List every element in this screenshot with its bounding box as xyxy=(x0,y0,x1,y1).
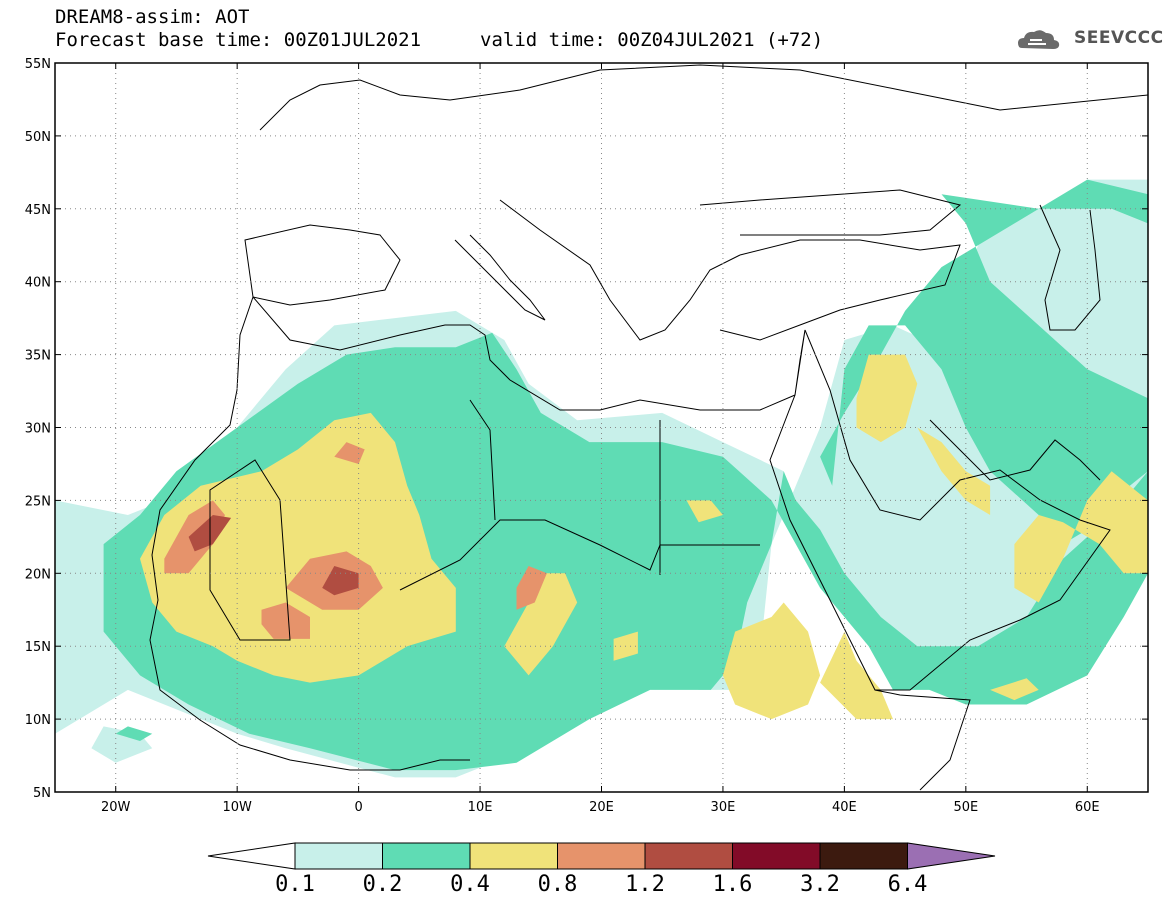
lat-tick-label: 40N xyxy=(25,276,51,291)
aot-colorbar: 0.1 0.2 0.4 0.8 1.2 1.6 3.2 6.4 xyxy=(207,842,996,897)
aot-field xyxy=(55,179,1148,778)
logo-text: SEEVCCC xyxy=(1074,28,1164,48)
lat-tick-label: 25N xyxy=(25,494,51,509)
lat-tick-label: 10N xyxy=(25,713,51,728)
lon-tick-label: 20E xyxy=(589,800,614,815)
colorbar-swatch xyxy=(819,842,908,870)
seevccc-logo xyxy=(1018,30,1060,49)
coastline-iberia xyxy=(244,224,401,306)
aot-region-level-3 xyxy=(917,427,991,515)
forecast-base-time: Forecast base time: 00Z01JUL2021 xyxy=(55,29,422,51)
aot-region-level-3 xyxy=(686,500,723,523)
graticule xyxy=(55,63,1148,792)
aot-region-level-3 xyxy=(722,602,821,720)
border-egypt-libya xyxy=(469,399,661,575)
colorbar-label: 0.1 xyxy=(275,872,315,897)
lat-tick-label: 20N xyxy=(25,567,51,582)
valid-time: valid time: 00Z04JUL2021 (+72) xyxy=(480,29,824,51)
coastline-west-africa xyxy=(149,296,470,771)
lat-tick-label: 15N xyxy=(25,640,51,655)
lon-tick-label: 30E xyxy=(711,800,736,815)
colorbar-swatch xyxy=(644,842,733,870)
aot-region-level-3 xyxy=(1014,471,1148,603)
colorbar-over-arrow xyxy=(907,842,996,870)
aot-region-level-2 xyxy=(820,179,1148,545)
colorbar-label: 0.8 xyxy=(538,872,578,897)
coastline-north-africa xyxy=(252,296,796,411)
colorbar-label: 0.2 xyxy=(363,872,403,897)
aot-region-level-3 xyxy=(856,354,918,443)
aot-region-level-4 xyxy=(261,602,310,639)
lon-tick-label: 40E xyxy=(832,800,857,815)
lon-tick-label: 50E xyxy=(953,800,978,815)
coastline-balkans-greece xyxy=(499,199,741,341)
lon-tick-label: 20W xyxy=(101,800,131,815)
aot-region-level-2 xyxy=(115,726,153,741)
lat-tick-label: 5N xyxy=(33,786,51,801)
lat-tick-label: 55N xyxy=(25,57,51,72)
colorbar-label: 0.4 xyxy=(450,872,490,897)
aot-region-level-3 xyxy=(820,631,893,720)
lon-tick-label: 60E xyxy=(1075,800,1100,815)
border-sahel xyxy=(399,519,760,591)
coastline-caspian xyxy=(1039,204,1101,331)
coastlines-borders xyxy=(149,64,1148,791)
lon-tick-label: 10W xyxy=(222,800,252,815)
colorbar-label: 6.4 xyxy=(888,872,928,897)
colorbar-label: 3.2 xyxy=(800,872,840,897)
lon-tick-label: 0 xyxy=(354,800,362,815)
colorbar-swatch xyxy=(382,842,471,870)
lat-tick-label: 35N xyxy=(25,349,51,364)
colorbar-swatch xyxy=(732,842,821,870)
longitude-axis: 20W 10W 0 10E 20E 30E 40E 50E 60E xyxy=(101,63,1100,815)
lat-tick-label: 45N xyxy=(25,203,51,218)
colorbar-label: 1.2 xyxy=(625,872,665,897)
colorbar-swatch xyxy=(294,842,383,870)
aot-region-level-4 xyxy=(334,442,365,464)
coastline-europe-north xyxy=(259,64,1148,131)
aot-region-level-4 xyxy=(516,566,547,610)
lat-tick-label: 50N xyxy=(25,130,51,145)
aot-region-level-3 xyxy=(504,573,578,676)
lat-tick-label: 30N xyxy=(25,422,51,437)
lon-tick-label: 10E xyxy=(468,800,493,815)
colorbar-under-arrow xyxy=(207,842,296,870)
cloud-icon xyxy=(1018,30,1060,49)
coastline-black-sea xyxy=(699,189,962,236)
coastline-persian-gulf xyxy=(929,419,1101,481)
aot-region-level-3 xyxy=(990,678,1039,701)
coastline-italy xyxy=(454,234,546,321)
coastline-anatolia xyxy=(719,239,961,341)
colorbar-swatch xyxy=(557,842,646,870)
colorbar-swatch xyxy=(469,842,558,870)
latitude-axis: 55N 50N 45N 40N 35N 30N 25N 20N 15N 10N 5N xyxy=(25,57,1148,801)
aot-region-level-5 xyxy=(322,566,359,596)
model-title: DREAM8-assim: AOT xyxy=(55,6,250,28)
colorbar-label: 1.6 xyxy=(713,872,753,897)
aot-region-level-3 xyxy=(140,412,456,683)
